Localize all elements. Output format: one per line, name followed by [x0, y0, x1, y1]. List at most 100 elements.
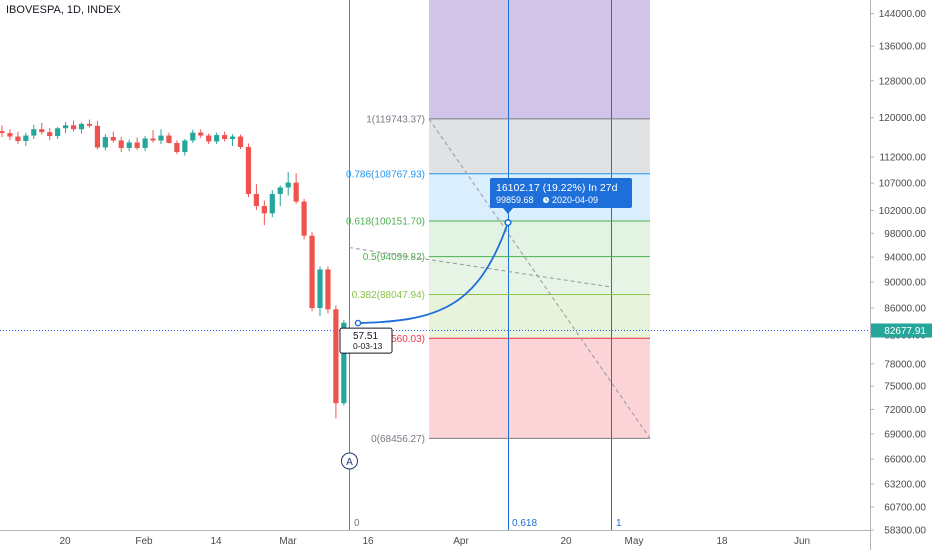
marker-letter: A: [346, 457, 353, 468]
x-tick-label: 16: [362, 536, 374, 547]
fib-level-label: 1(119743.37): [366, 114, 425, 125]
candle-body: [301, 201, 307, 236]
candle-body: [269, 193, 275, 214]
candle: [285, 172, 291, 196]
candle-body: [214, 135, 220, 142]
candle: [15, 131, 21, 144]
candle-body: [7, 133, 13, 137]
candle: [309, 232, 315, 312]
candle: [86, 119, 93, 128]
fib-zone-top: [429, 0, 650, 119]
y-tick-label: 107000.00: [879, 179, 927, 190]
candle: [158, 129, 164, 144]
candle: [174, 140, 180, 155]
fib-zones: [429, 0, 650, 439]
candle: [94, 121, 100, 150]
candle: [7, 129, 13, 140]
fib-zone: [429, 294, 650, 339]
candle-body: [110, 137, 116, 141]
candle-body: [206, 135, 212, 142]
candle: [126, 139, 132, 151]
x-axis-bg: [0, 530, 870, 550]
candle-body: [39, 129, 45, 133]
y-tick-label: 120000.00: [879, 113, 927, 124]
clock-icon-hands: [545, 198, 548, 201]
candle-body: [166, 135, 172, 143]
candle-body: [78, 123, 85, 130]
candle: [31, 124, 37, 140]
projection-start-point: [354, 319, 362, 327]
y-tick-label: 128000.00: [879, 76, 927, 87]
candle: [301, 198, 307, 240]
candle: [142, 136, 148, 151]
y-tick-label: 72000.00: [884, 405, 926, 416]
time-label-1: 1: [616, 518, 622, 529]
y-tick-label: 144000.00: [879, 9, 927, 20]
y-tick-label: 66000.00: [884, 455, 926, 466]
candle-body: [126, 142, 132, 148]
candle-body: [190, 132, 196, 141]
candle-body: [142, 138, 148, 148]
candle: [23, 132, 29, 146]
projection-callout-pointer: [503, 208, 513, 214]
candle-body: [341, 322, 347, 404]
candle: [293, 173, 299, 204]
x-tick-label: 20: [59, 536, 71, 547]
fib-zone: [429, 338, 650, 439]
x-axis: 20 Feb 14 Mar 16 Apr 20 May 18 Jun: [0, 530, 870, 550]
candle-body: [55, 128, 61, 137]
y-tick-label: 98000.00: [884, 229, 926, 240]
symbol-title[interactable]: IBOVESPA, 1D, INDEX: [6, 4, 121, 16]
y-tick-label: 136000.00: [879, 42, 927, 53]
candle-body: [86, 123, 93, 126]
time-label-0618: 0.618: [512, 518, 537, 529]
fib-zone: [429, 256, 650, 295]
candle-body: [94, 125, 100, 148]
x-tick-label: Apr: [453, 536, 469, 547]
fib-level-label: 0.786(108767.93): [346, 169, 425, 180]
fib-level-label: 560.03): [391, 334, 425, 345]
candle: [118, 137, 124, 152]
candle: [0, 125, 5, 138]
candle: [269, 190, 275, 218]
start-label-box: [339, 327, 393, 354]
candle: [166, 132, 172, 144]
candle-body: [15, 136, 21, 141]
y-tick-label: 78000.00: [884, 359, 926, 370]
clock-icon: [543, 197, 549, 203]
candle: [198, 129, 204, 139]
y-axis-bg: [870, 0, 932, 550]
projection-end-point: [504, 219, 512, 227]
marker-circle: [341, 452, 358, 470]
candle: [206, 133, 212, 144]
current-price-value: 82677.91: [884, 326, 926, 337]
x-tick-label: 14: [210, 536, 222, 547]
start-label-date: 0-03-13: [353, 341, 383, 351]
y-tick-label: 112000.00: [879, 153, 926, 164]
projection-date: 2020-04-09: [552, 195, 598, 205]
candle: [47, 128, 53, 140]
y-tick-label: 86000.00: [884, 303, 926, 314]
candle-body: [0, 131, 5, 134]
candle: [55, 126, 61, 140]
x-tick-label: 20: [560, 536, 572, 547]
x-tick-label: Mar: [279, 536, 297, 547]
candle-body: [102, 137, 108, 148]
candle-body: [285, 182, 291, 188]
candle-body: [253, 193, 259, 207]
x-tick-label: 18: [716, 536, 728, 547]
candle-body: [229, 136, 236, 140]
candle-body: [261, 206, 267, 214]
fib-level-label: 0.618(100151.70): [346, 216, 425, 227]
projection-sub: 99859.68: [496, 195, 534, 205]
projection-callout: [490, 178, 632, 208]
candle: [277, 185, 283, 207]
candle-body: [70, 125, 77, 130]
candle-body: [325, 269, 331, 310]
y-tick-label: 58300.00: [884, 526, 926, 537]
y-tick-label: 63200.00: [884, 479, 926, 490]
projection-headline: 16102.17 (19.22%) In 27d: [496, 182, 618, 194]
candle-body: [317, 269, 323, 308]
candle: [39, 122, 45, 135]
